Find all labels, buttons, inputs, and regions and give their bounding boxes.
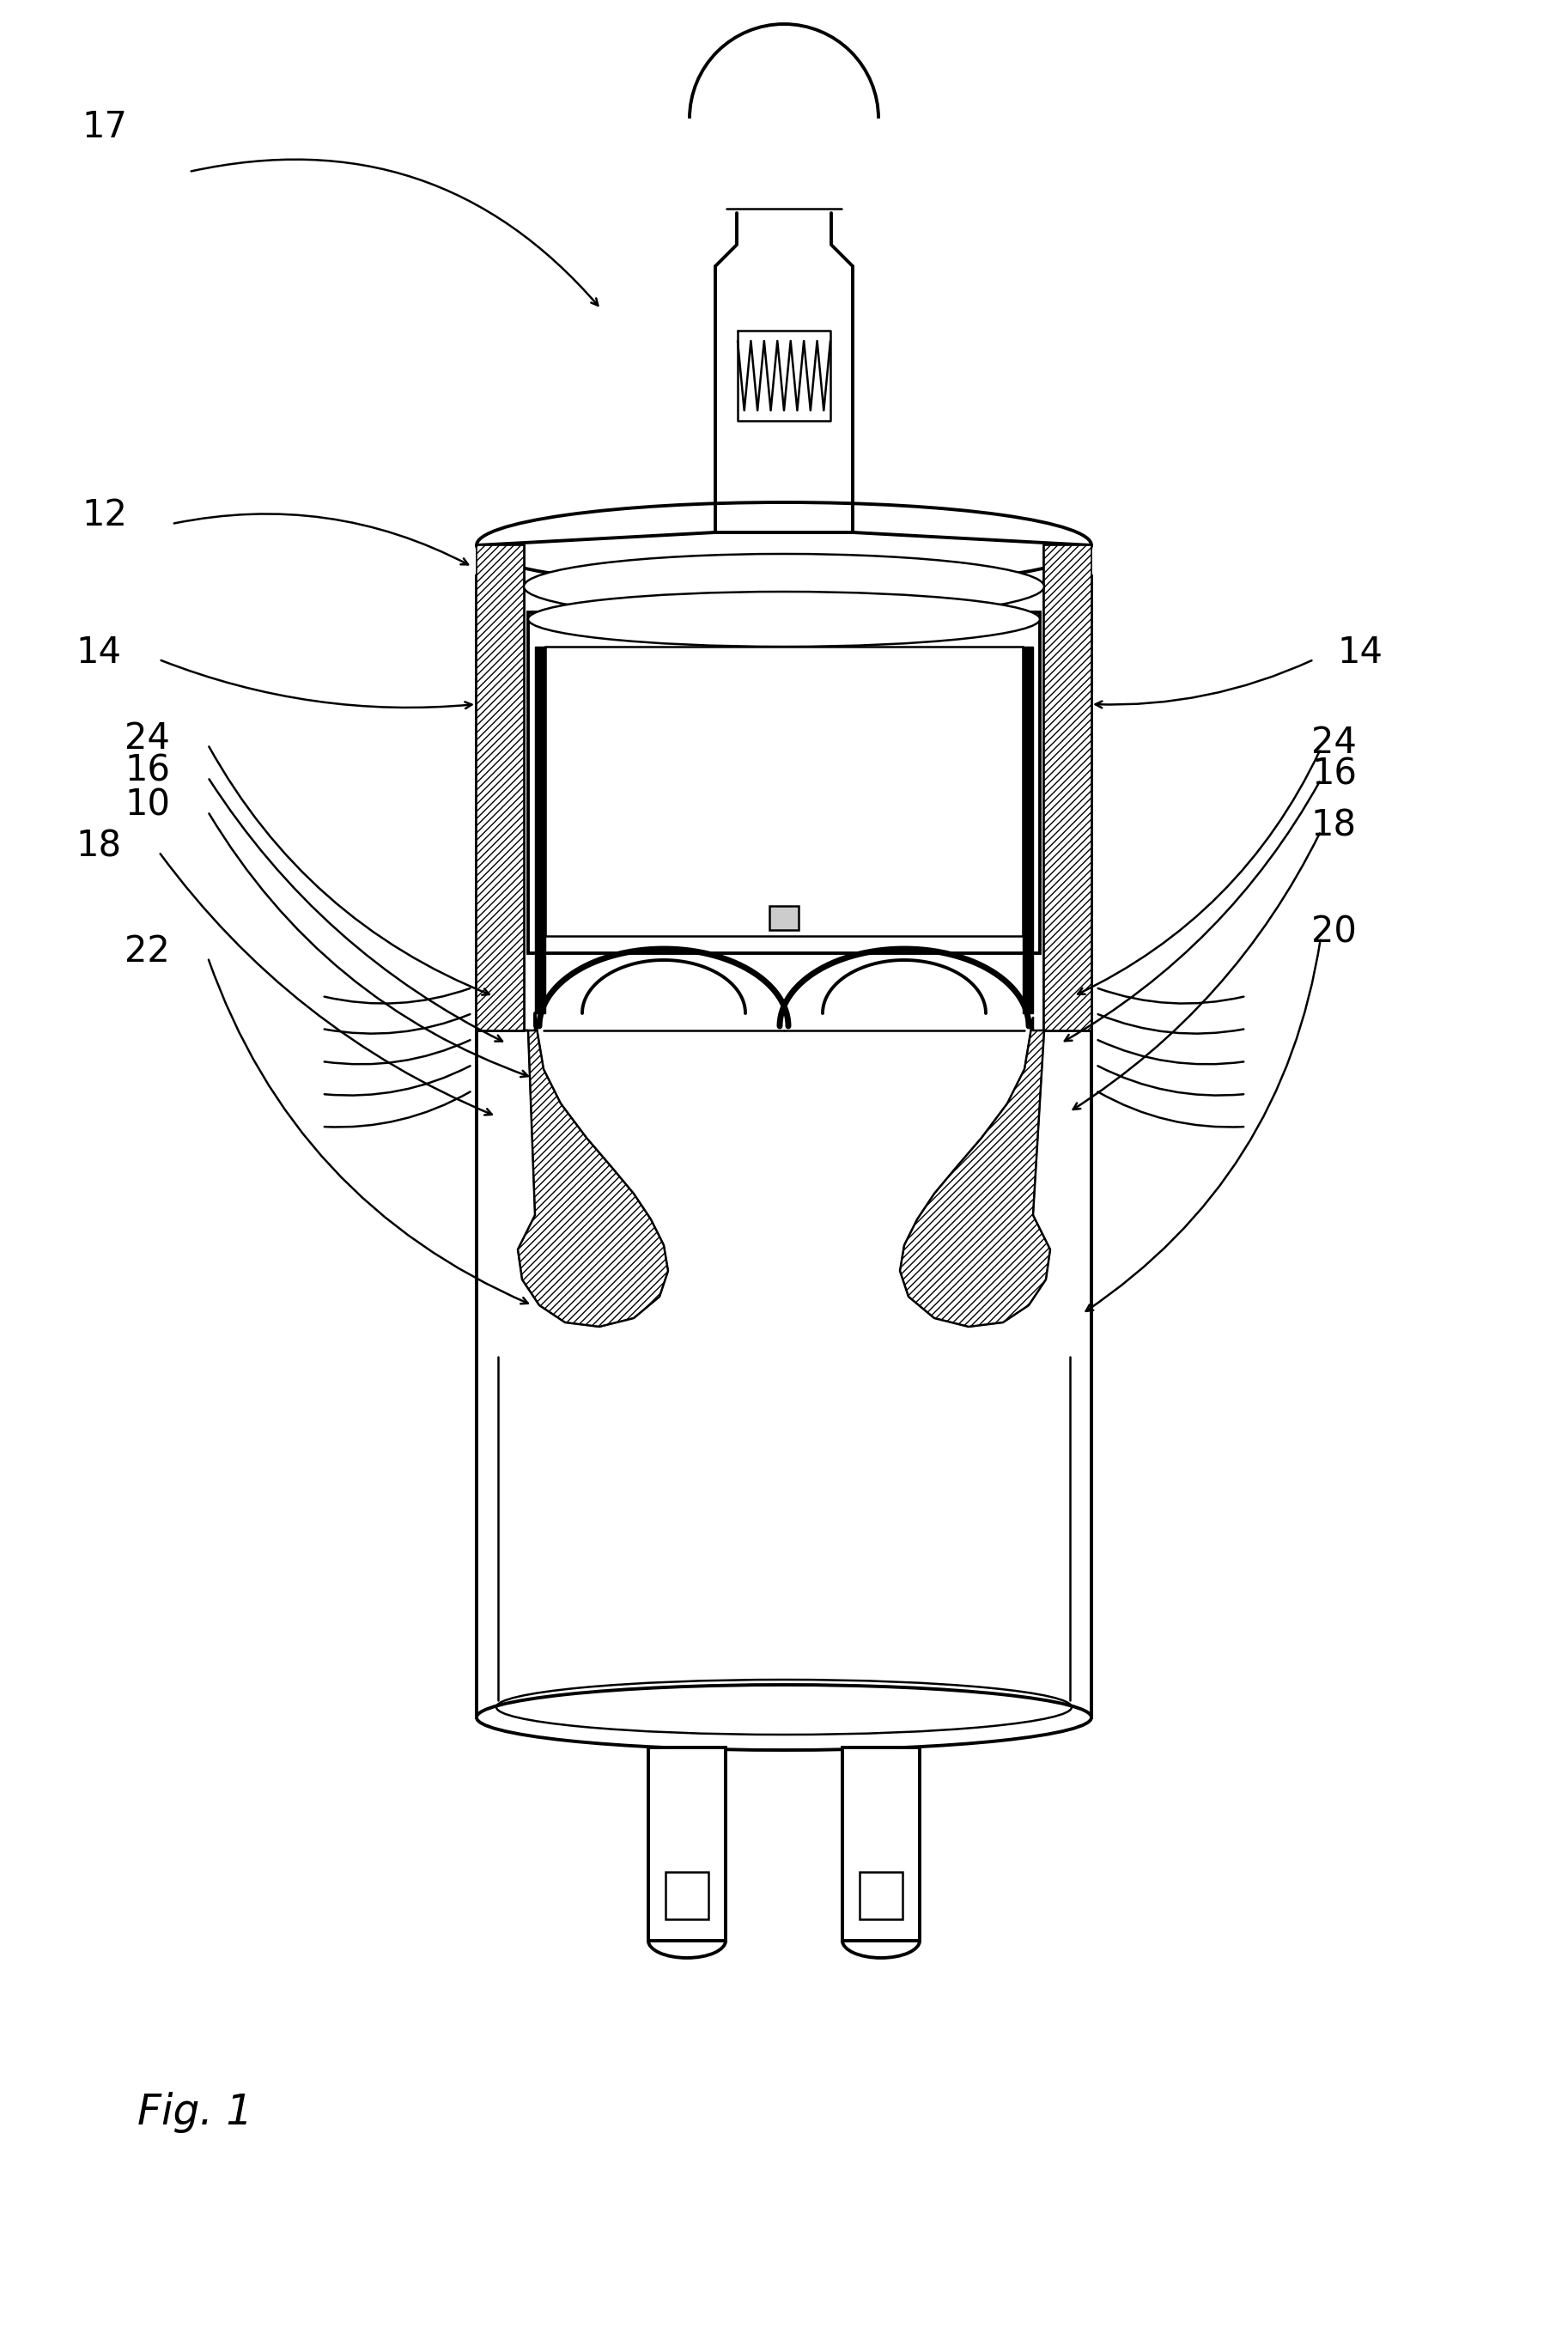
- Text: 18: 18: [1311, 808, 1356, 845]
- Text: 14: 14: [75, 635, 121, 670]
- FancyArrowPatch shape: [1098, 1041, 1243, 1064]
- FancyArrowPatch shape: [325, 1015, 470, 1034]
- Polygon shape: [528, 612, 1040, 952]
- Text: 24: 24: [1311, 726, 1356, 761]
- Polygon shape: [517, 1018, 668, 1326]
- FancyArrowPatch shape: [1087, 941, 1320, 1312]
- FancyArrowPatch shape: [1096, 661, 1312, 707]
- Text: 14: 14: [1338, 635, 1383, 670]
- Polygon shape: [1044, 546, 1091, 1032]
- FancyArrowPatch shape: [191, 159, 597, 306]
- FancyArrowPatch shape: [209, 780, 502, 1041]
- FancyArrowPatch shape: [160, 854, 492, 1116]
- FancyArrowPatch shape: [1073, 833, 1320, 1109]
- Polygon shape: [770, 906, 798, 929]
- FancyArrowPatch shape: [325, 1092, 470, 1127]
- Polygon shape: [477, 546, 524, 1032]
- FancyArrowPatch shape: [1098, 987, 1243, 1004]
- Ellipse shape: [528, 591, 1040, 647]
- Polygon shape: [665, 1872, 709, 1919]
- Text: 22: 22: [124, 934, 169, 969]
- FancyArrowPatch shape: [162, 661, 472, 710]
- Text: 12: 12: [82, 497, 127, 532]
- Ellipse shape: [524, 553, 1044, 619]
- Polygon shape: [859, 1872, 903, 1919]
- FancyArrowPatch shape: [1077, 752, 1320, 994]
- FancyArrowPatch shape: [209, 815, 528, 1076]
- FancyArrowPatch shape: [1065, 782, 1320, 1041]
- FancyArrowPatch shape: [1098, 1015, 1243, 1034]
- FancyArrowPatch shape: [174, 513, 469, 565]
- Polygon shape: [648, 1748, 726, 1940]
- Text: 16: 16: [124, 754, 169, 789]
- Polygon shape: [1022, 647, 1033, 1013]
- Ellipse shape: [477, 1685, 1091, 1750]
- Text: 18: 18: [75, 829, 121, 864]
- FancyArrowPatch shape: [209, 747, 489, 994]
- Text: 17: 17: [82, 110, 127, 145]
- Polygon shape: [535, 647, 546, 1013]
- Text: 24: 24: [124, 721, 169, 756]
- Polygon shape: [546, 647, 1022, 936]
- Polygon shape: [900, 1018, 1051, 1326]
- FancyArrowPatch shape: [1098, 1092, 1243, 1127]
- FancyArrowPatch shape: [209, 959, 528, 1305]
- Text: 16: 16: [1311, 756, 1356, 794]
- Polygon shape: [842, 1748, 920, 1940]
- FancyArrowPatch shape: [325, 1067, 470, 1095]
- Ellipse shape: [477, 502, 1091, 588]
- FancyArrowPatch shape: [325, 987, 470, 1004]
- Text: 10: 10: [124, 787, 169, 824]
- FancyArrowPatch shape: [1098, 1067, 1243, 1095]
- Text: 20: 20: [1311, 913, 1356, 950]
- FancyArrowPatch shape: [325, 1041, 470, 1064]
- Text: Fig. 1: Fig. 1: [138, 2091, 252, 2133]
